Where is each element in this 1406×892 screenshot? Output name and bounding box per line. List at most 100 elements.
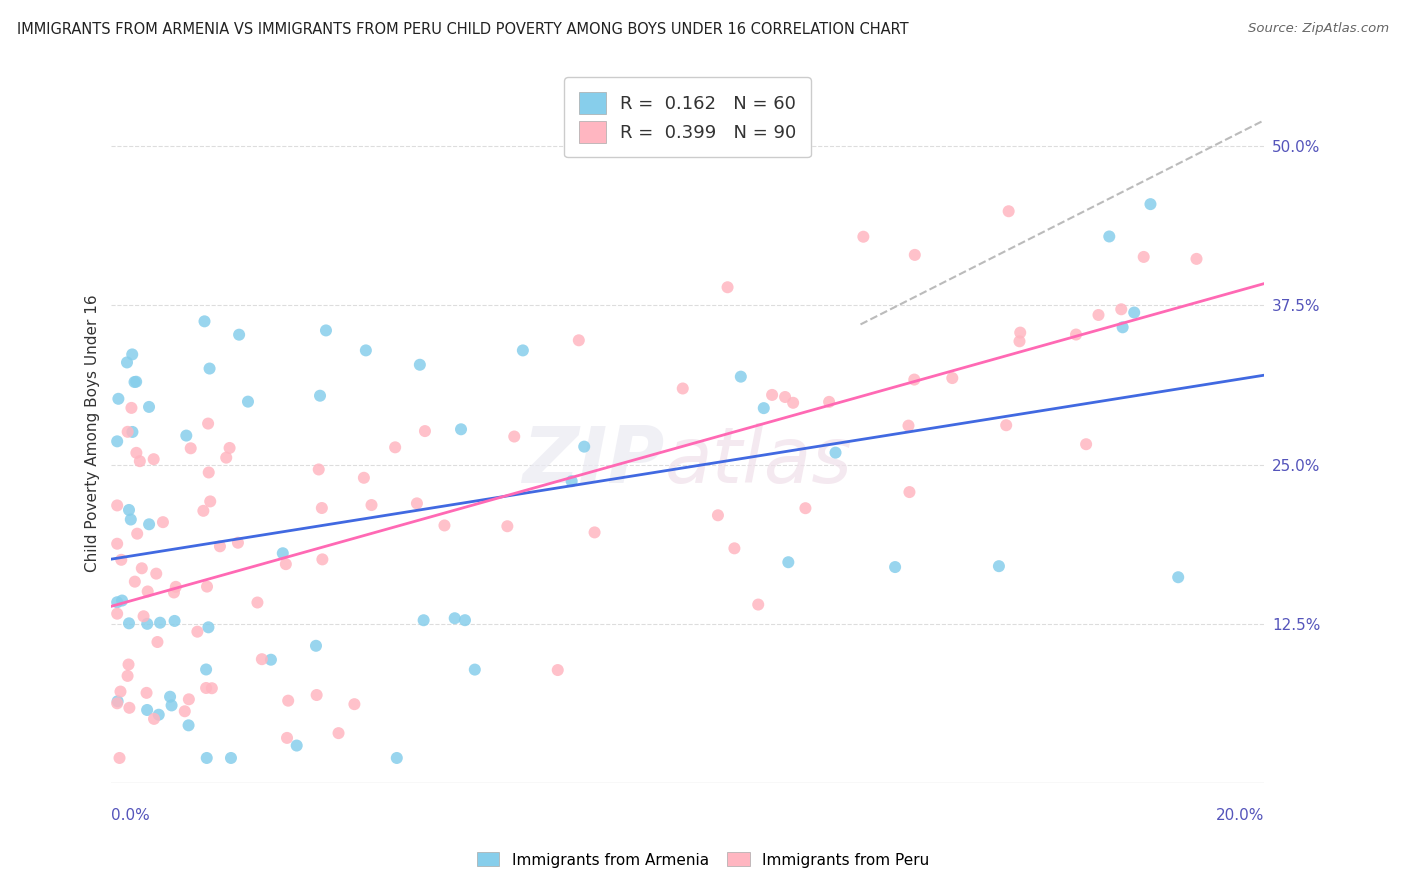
Point	[818, 395, 841, 409]
Point	[503, 429, 526, 443]
Point	[195, 663, 218, 677]
Point	[136, 703, 159, 717]
Point	[131, 561, 153, 575]
Point	[197, 620, 219, 634]
Point	[121, 425, 143, 439]
Point	[824, 445, 846, 459]
Point	[413, 424, 436, 438]
Point	[778, 555, 800, 569]
Point	[1098, 229, 1121, 244]
Point	[707, 508, 730, 523]
Point	[761, 388, 783, 402]
Point	[159, 690, 181, 704]
Point	[117, 669, 139, 683]
Point	[311, 501, 333, 516]
Point	[120, 401, 142, 415]
Point	[107, 694, 129, 708]
Point	[343, 697, 366, 711]
Point	[165, 580, 187, 594]
Point	[118, 616, 141, 631]
Point	[177, 692, 200, 706]
Point	[723, 541, 745, 556]
Point	[260, 653, 283, 667]
Point	[136, 584, 159, 599]
Point	[163, 614, 186, 628]
Point	[1074, 437, 1097, 451]
Text: IMMIGRANTS FROM ARMENIA VS IMMIGRANTS FROM PERU CHILD POVERTY AMONG BOYS UNDER 1: IMMIGRANTS FROM ARMENIA VS IMMIGRANTS FR…	[17, 22, 908, 37]
Point	[146, 635, 169, 649]
Point	[271, 546, 294, 560]
Point	[108, 751, 131, 765]
Point	[117, 425, 139, 439]
Point	[276, 731, 298, 745]
Point	[125, 375, 148, 389]
Point	[311, 552, 333, 566]
Point	[195, 751, 218, 765]
Point	[124, 375, 146, 389]
Point	[941, 371, 963, 385]
Point	[1109, 302, 1132, 317]
Point	[747, 598, 769, 612]
Point	[143, 712, 166, 726]
Point	[197, 466, 219, 480]
Point	[904, 248, 927, 262]
Point	[180, 442, 202, 456]
Point	[716, 280, 738, 294]
Point	[305, 688, 328, 702]
Point	[110, 684, 132, 698]
Point	[995, 418, 1018, 433]
Point	[987, 559, 1010, 574]
Point	[132, 609, 155, 624]
Point	[903, 373, 925, 387]
Point	[997, 204, 1019, 219]
Point	[124, 574, 146, 589]
Point	[309, 389, 332, 403]
Point	[208, 539, 231, 553]
Text: atlas: atlas	[665, 423, 852, 499]
Point	[193, 504, 215, 518]
Point	[512, 343, 534, 358]
Point	[898, 485, 921, 500]
Point	[583, 525, 606, 540]
Point	[218, 441, 240, 455]
Point	[328, 726, 350, 740]
Point	[1111, 320, 1133, 334]
Text: 20.0%: 20.0%	[1216, 808, 1264, 823]
Point	[142, 452, 165, 467]
Point	[315, 323, 337, 337]
Point	[1132, 250, 1154, 264]
Point	[201, 681, 224, 696]
Point	[197, 417, 219, 431]
Point	[409, 358, 432, 372]
Point	[561, 474, 583, 488]
Point	[136, 616, 159, 631]
Point	[120, 512, 142, 526]
Point	[177, 718, 200, 732]
Point	[574, 440, 596, 454]
Point	[200, 494, 222, 508]
Point	[110, 553, 132, 567]
Point	[111, 593, 134, 607]
Point	[454, 613, 477, 627]
Point	[105, 607, 128, 621]
Point	[228, 327, 250, 342]
Point	[884, 560, 907, 574]
Point	[384, 440, 406, 454]
Point	[450, 422, 472, 436]
Point	[128, 454, 150, 468]
Text: ZIP: ZIP	[523, 423, 665, 499]
Point	[118, 503, 141, 517]
Point	[752, 401, 775, 416]
Point	[117, 657, 139, 672]
Point	[1010, 326, 1032, 340]
Point	[198, 361, 221, 376]
Point	[305, 639, 328, 653]
Point	[107, 392, 129, 406]
Point	[193, 314, 215, 328]
Point	[148, 707, 170, 722]
Point	[412, 613, 434, 627]
Point	[464, 663, 486, 677]
Point	[360, 498, 382, 512]
Point	[115, 355, 138, 369]
Point	[773, 390, 796, 404]
